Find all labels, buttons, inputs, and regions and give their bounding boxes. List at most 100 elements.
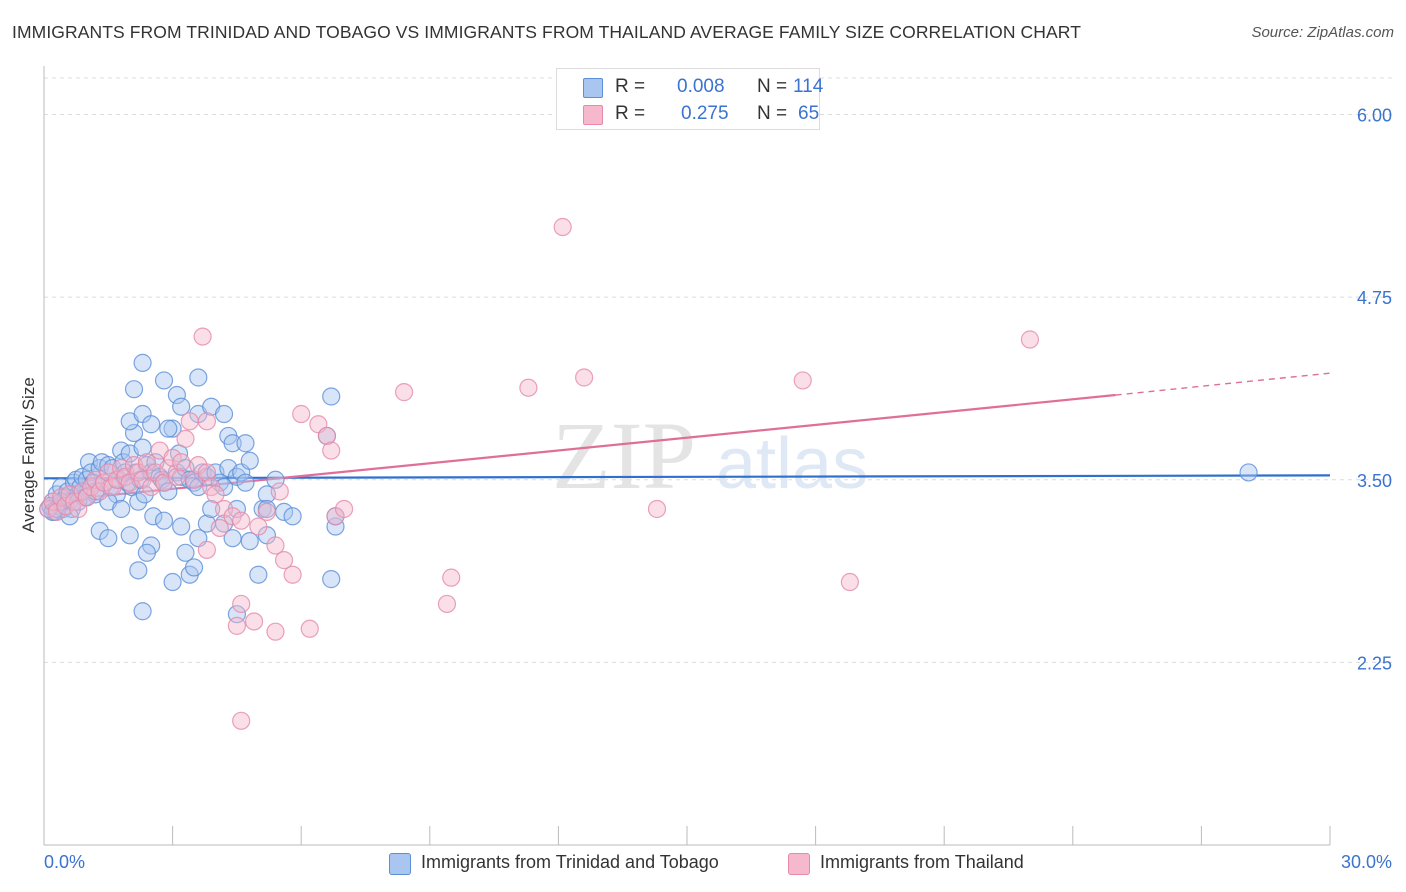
point-thailand <box>519 378 538 397</box>
point-trinidad-tobago <box>223 529 242 548</box>
point-trinidad-tobago <box>214 404 234 424</box>
point-trinidad-tobago <box>223 434 242 453</box>
point-thailand <box>232 594 251 614</box>
trend-line-thailand-extension <box>1115 372 1331 396</box>
point-trinidad-tobago <box>129 492 148 511</box>
point-trinidad-tobago <box>129 561 148 580</box>
point-thailand <box>394 383 414 402</box>
point-thailand <box>206 485 225 504</box>
point-thailand <box>322 441 341 460</box>
point-thailand <box>300 619 319 638</box>
watermark-atlas: atlas <box>716 424 868 504</box>
point-thailand <box>553 217 572 237</box>
legend-r-value: 0.008 <box>677 76 725 97</box>
point-thailand <box>210 518 229 538</box>
tick-labels: 2.25 3.50 4.75 6.00 0.0% 30.0% <box>44 106 1392 872</box>
chart-title: IMMIGRANTS FROM TRINIDAD AND TOBAGO VS I… <box>12 22 1081 42</box>
point-trinidad-tobago <box>163 419 182 438</box>
point-thailand <box>283 565 302 584</box>
point-trinidad-tobago <box>124 380 144 399</box>
point-trinidad-tobago <box>240 451 259 470</box>
point-thailand <box>647 499 667 519</box>
point-trinidad-tobago <box>236 473 255 492</box>
point-trinidad-tobago <box>322 570 341 589</box>
x-tick-label: 30.0% <box>1341 852 1392 872</box>
point-thailand <box>232 711 251 730</box>
watermark-zip: ZIP <box>552 402 696 509</box>
point-trinidad-tobago <box>152 470 171 489</box>
point-trinidad-tobago <box>240 532 259 551</box>
point-trinidad-tobago <box>326 517 345 536</box>
point-trinidad-tobago <box>133 438 152 457</box>
point-thailand <box>176 429 195 448</box>
point-trinidad-tobago <box>135 485 154 504</box>
point-thailand <box>223 507 242 526</box>
point-trinidad-tobago <box>283 507 302 526</box>
legend-r-label: R = <box>615 76 646 97</box>
point-trinidad-tobago <box>124 423 144 443</box>
point-trinidad-tobago <box>99 529 118 548</box>
point-thailand <box>257 502 277 522</box>
point-trinidad-tobago <box>189 368 208 387</box>
legend-swatch-blue <box>583 78 603 98</box>
point-thailand <box>274 551 294 570</box>
point-trinidad-tobago <box>1239 463 1258 482</box>
y-axis-label: Average Family Size <box>19 377 38 533</box>
point-trinidad-tobago <box>202 499 221 519</box>
legend-n-value: 114 <box>793 76 824 97</box>
point-trinidad-tobago <box>236 434 255 453</box>
legend-n-label: N = <box>757 76 788 97</box>
axes <box>43 66 1331 846</box>
series-name-pink: Immigrants from Thailand <box>820 852 1024 872</box>
legend-r-value: 0.275 <box>681 103 729 124</box>
point-trinidad-tobago <box>144 507 163 526</box>
legend-swatch-pink <box>583 105 603 125</box>
point-trinidad-tobago <box>266 470 285 489</box>
point-trinidad-tobago <box>159 419 178 438</box>
point-thailand <box>172 453 191 472</box>
source-label: Source: ZipAtlas.com <box>1251 24 1394 41</box>
point-thailand <box>197 540 216 559</box>
series-swatch-blue <box>389 853 411 875</box>
grid-lines <box>44 77 1392 663</box>
point-trinidad-tobago <box>249 565 268 584</box>
point-thailand <box>197 412 216 431</box>
point-trinidad-tobago <box>133 353 152 372</box>
watermark: ZIP atlas <box>552 402 868 509</box>
point-trinidad-tobago <box>154 511 174 530</box>
point-thailand <box>180 412 199 431</box>
point-thailand <box>167 467 186 486</box>
point-trinidad-tobago <box>142 415 161 434</box>
point-thailand <box>1020 330 1040 349</box>
point-thailand <box>270 482 289 501</box>
legend-r-label: R = <box>615 103 646 124</box>
point-thailand <box>442 568 461 587</box>
y-tick-label: 6.00 <box>1357 106 1392 126</box>
data-points <box>39 217 1258 730</box>
point-thailand <box>575 368 594 387</box>
series-swatch-pink <box>788 853 810 875</box>
point-thailand <box>266 536 285 555</box>
point-thailand <box>334 499 354 519</box>
point-trinidad-tobago <box>112 499 131 519</box>
point-thailand <box>232 511 251 530</box>
point-trinidad-tobago <box>184 558 204 577</box>
series-name-blue: Immigrants from Trinidad and Tobago <box>421 852 719 872</box>
point-thailand <box>163 448 182 467</box>
y-tick-label: 4.75 <box>1357 288 1392 308</box>
point-thailand <box>244 612 264 631</box>
point-thailand <box>840 572 859 592</box>
point-thailand <box>197 463 216 482</box>
trend-line-trinidad-tobago <box>43 474 1331 480</box>
point-thailand <box>193 327 212 346</box>
y-tick-label: 2.25 <box>1357 653 1392 673</box>
point-thailand <box>249 517 268 536</box>
point-trinidad-tobago <box>159 482 178 501</box>
point-thailand <box>292 404 311 424</box>
point-trinidad-tobago <box>137 543 156 562</box>
x-tick-label: 0.0% <box>44 852 85 872</box>
point-trinidad-tobago <box>172 517 191 536</box>
point-trinidad-tobago <box>172 397 191 416</box>
trend-lines <box>43 372 1331 503</box>
